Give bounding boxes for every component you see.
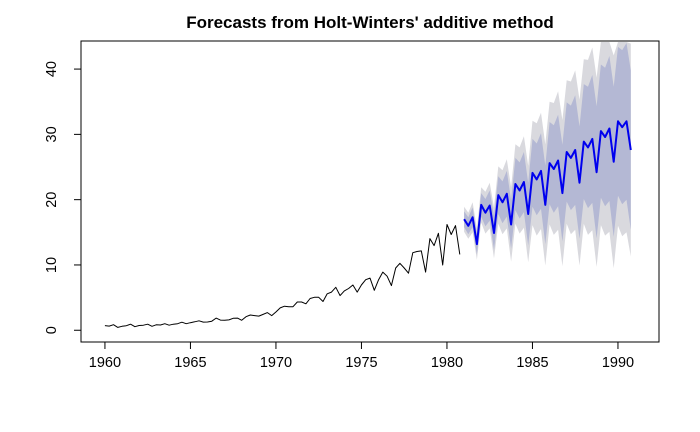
x-tick-label: 1985	[516, 355, 548, 371]
prediction-bands	[464, 42, 631, 269]
x-tick-label: 1970	[260, 355, 292, 371]
x-tick-label: 1980	[431, 355, 463, 371]
x-tick-label: 1960	[89, 355, 121, 371]
plot-frame	[80, 40, 660, 343]
history-line	[104, 224, 461, 328]
y-tick-label: 30	[44, 126, 60, 142]
y-tick-label: 40	[44, 61, 60, 77]
y-tick-label: 0	[44, 326, 60, 334]
y-tick-label: 20	[44, 192, 60, 208]
chart-title: Forecasts from Holt-Winters' additive me…	[186, 13, 554, 32]
forecast-line	[463, 120, 632, 246]
x-tick-label: 1965	[174, 355, 206, 371]
band-80	[464, 43, 631, 255]
x-tick-label: 1975	[345, 355, 377, 371]
x-axis: 1960 1965 1970 1975 1980 1985 1990	[89, 341, 634, 371]
y-tick-label: 10	[44, 257, 60, 273]
series-lines	[104, 120, 632, 328]
x-tick-label: 1990	[602, 355, 634, 371]
y-axis: 0 10 20 30 40	[44, 61, 82, 334]
